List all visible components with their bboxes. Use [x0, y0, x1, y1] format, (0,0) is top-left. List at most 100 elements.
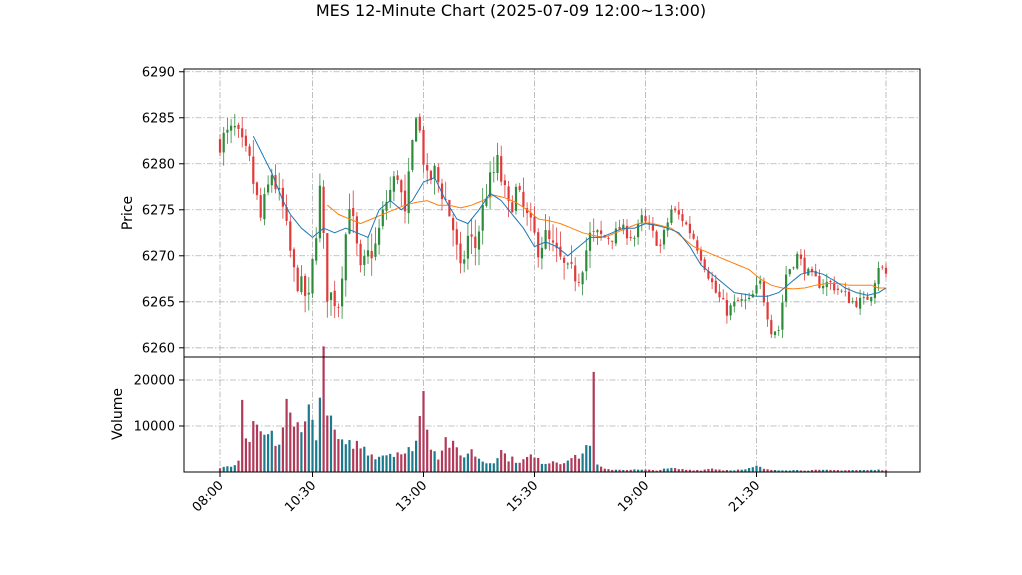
volume-bar: [788, 470, 791, 472]
candle-body: [263, 194, 266, 220]
candle-body: [477, 231, 481, 250]
volume-bar: [681, 469, 684, 472]
candle-body: [688, 223, 691, 234]
candle-body: [496, 154, 499, 173]
candle-body: [755, 285, 758, 294]
volume-bar: [255, 424, 259, 472]
candle-body: [844, 291, 847, 293]
volume-bar: [844, 470, 847, 472]
candle-body: [629, 236, 632, 239]
x-tick-label: 19:00: [615, 478, 652, 515]
volume-bar: [485, 463, 488, 472]
volume-bar: [459, 455, 462, 472]
price-ytick-label: 6270: [142, 249, 175, 264]
volume-bar: [822, 469, 825, 472]
volume-bar: [785, 470, 788, 472]
candle-body: [341, 278, 344, 307]
candle-body: [466, 235, 469, 259]
candle-body: [781, 302, 784, 330]
candle-body: [307, 292, 310, 295]
volume-bar: [429, 449, 432, 472]
candle-body: [326, 233, 329, 302]
candle-body: [363, 255, 366, 265]
volume-bar: [348, 440, 351, 472]
candle-body: [315, 238, 318, 261]
candle-body: [585, 250, 588, 272]
candle-body: [740, 299, 743, 301]
candle-body: [474, 236, 477, 249]
volume-bar: [633, 469, 636, 472]
candle-body: [877, 267, 880, 285]
candle-body: [378, 227, 381, 245]
volume-bar: [230, 466, 233, 472]
candle-body: [822, 285, 825, 289]
volume-bar: [437, 459, 440, 472]
volume-bar: [592, 371, 595, 472]
volume-bar: [825, 469, 828, 472]
volume-bar: [385, 455, 388, 472]
volume-bar: [755, 465, 758, 472]
candle-body: [637, 223, 640, 238]
candle-body: [540, 247, 543, 259]
volume-bar: [718, 469, 721, 472]
volume-bar: [666, 468, 669, 472]
x-tick-label: 13:00: [393, 478, 430, 515]
candle-body: [618, 226, 621, 230]
volume-bar: [711, 468, 714, 472]
x-tick-label: 15:30: [504, 478, 541, 515]
volume-bar: [688, 469, 691, 472]
volume-bar: [692, 470, 695, 472]
volume-bar: [514, 462, 518, 472]
volume-bar: [607, 469, 610, 472]
candle-body: [551, 240, 555, 243]
volume-bar: [448, 447, 451, 472]
volume-bar: [814, 469, 817, 472]
volume-bar: [315, 440, 318, 472]
candle-body: [788, 269, 791, 275]
candle-body: [592, 230, 595, 232]
candle-body: [607, 238, 610, 240]
volume-bar: [729, 470, 732, 472]
volume-bar: [733, 470, 736, 472]
volume-bar: [370, 454, 373, 472]
volume-bar: [492, 463, 495, 472]
volume-bar: [381, 455, 384, 472]
volume-bar: [707, 468, 710, 472]
candle-body: [792, 267, 795, 269]
candle-body: [281, 187, 284, 207]
volume-bar: [803, 470, 806, 472]
volume-bar: [263, 434, 266, 472]
candle-body: [348, 209, 351, 234]
volume-bar: [836, 470, 839, 472]
candle-body: [699, 250, 703, 261]
candle-body: [666, 222, 669, 231]
candle-body: [648, 222, 651, 224]
price-ytick-label: 6290: [142, 65, 175, 80]
volume-bar: [352, 448, 355, 472]
price-ytick-label: 6260: [142, 341, 175, 356]
candle-body: [677, 210, 680, 215]
candle-body: [703, 259, 706, 270]
volume-bar: [792, 470, 795, 472]
volume-bar: [677, 469, 680, 472]
volume-bar: [496, 458, 499, 472]
volume-bar: [540, 463, 543, 472]
volume-bar: [585, 445, 588, 472]
volume-bar: [696, 469, 699, 472]
volume-bar: [748, 468, 751, 472]
candle-body: [744, 299, 747, 301]
candle-body: [248, 146, 251, 156]
candle-body: [707, 270, 710, 279]
candle-body: [533, 216, 536, 233]
volume-bar: [466, 453, 469, 472]
candle-body: [359, 243, 362, 266]
candle-body: [611, 240, 614, 242]
candle-body: [681, 214, 684, 222]
volume-bar: [799, 470, 802, 472]
candle-body: [603, 235, 606, 238]
candle-body: [255, 182, 259, 196]
price-axis-label: Price: [120, 196, 136, 230]
volume-bar: [359, 448, 362, 472]
candle-body: [389, 189, 392, 202]
volume-bar: [833, 470, 836, 472]
